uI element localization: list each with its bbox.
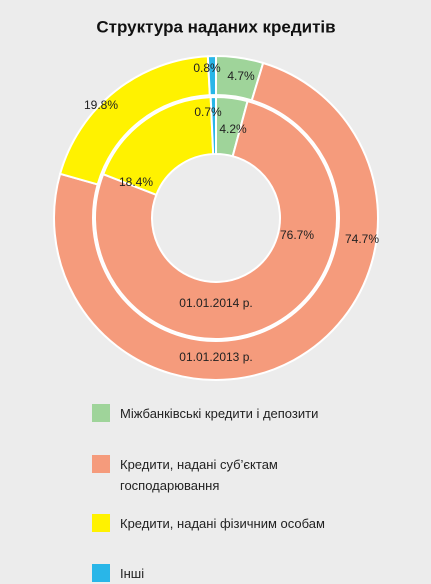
data-label: 4.7%	[227, 69, 255, 83]
legend-swatch	[92, 514, 110, 532]
donut-segment	[209, 95, 217, 156]
donut-segment	[53, 61, 379, 381]
chart-title: Структура наданих кредитів	[96, 17, 335, 36]
donut-segment	[206, 54, 217, 97]
data-label: 19.8%	[84, 98, 118, 112]
ring-label: 01.01.2014 р.	[179, 296, 252, 310]
data-label: 74.7%	[345, 232, 379, 246]
legend-item: Кредити, надані фізичним особам	[92, 514, 350, 534]
data-label: 76.7%	[280, 228, 314, 242]
legend-item: Кредити, надані суб’єктам господарювання	[92, 455, 350, 496]
legend-item: Інші	[92, 564, 350, 584]
ring-label: 01.01.2013 р.	[179, 350, 252, 364]
legend-swatch	[92, 455, 110, 473]
donut-segment	[94, 99, 338, 340]
legend-label: Інші	[120, 566, 145, 581]
legend-label: Кредити, надані фізичним особам	[120, 516, 325, 531]
data-label: 4.2%	[219, 122, 247, 136]
legend-label: Кредити, надані суб’єктам господарювання	[120, 457, 278, 493]
data-label: 0.7%	[194, 105, 222, 119]
data-label: 18.4%	[119, 175, 153, 189]
chart: Структура наданих кредитів 4.7% 74.7% 19.8…	[53, 17, 379, 381]
data-label: 0.8%	[193, 61, 221, 75]
legend-swatch	[92, 404, 110, 422]
legend-swatch	[92, 564, 110, 582]
legend-label: Міжбанківські кредити і депозити	[120, 406, 319, 421]
legend-item: Міжбанківські кредити і депозити	[92, 404, 350, 424]
